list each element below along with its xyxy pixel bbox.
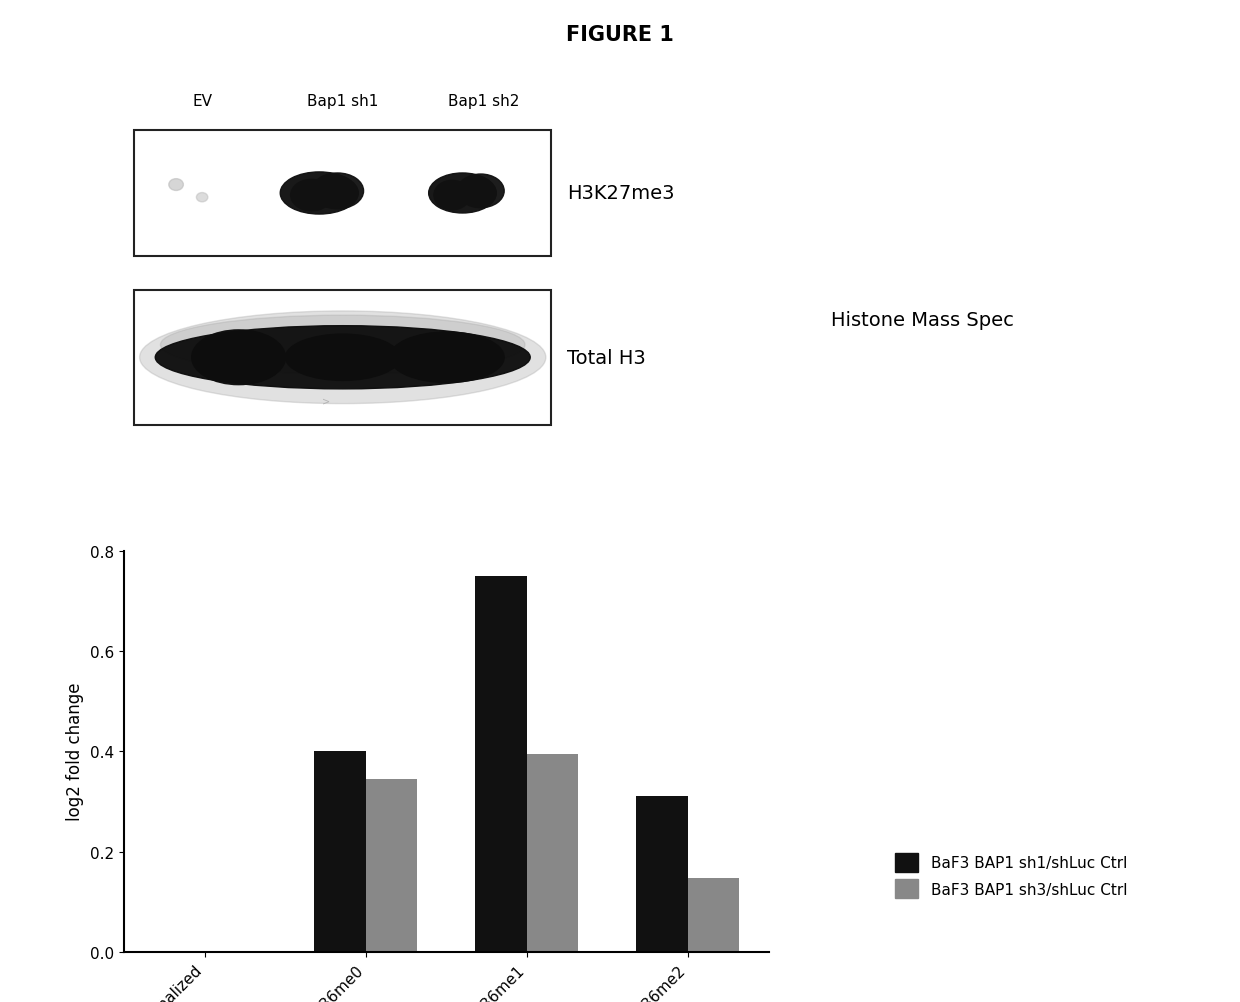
Bar	[636, 797, 688, 952]
Text: Total H3: Total H3	[567, 349, 646, 368]
Ellipse shape	[196, 193, 208, 202]
Text: EV: EV	[192, 94, 212, 108]
FancyBboxPatch shape	[134, 130, 551, 257]
Y-axis label: log2 fold change: log2 fold change	[67, 682, 84, 821]
Bar	[527, 754, 578, 952]
Text: Bap1 sh1: Bap1 sh1	[308, 94, 378, 108]
Ellipse shape	[160, 316, 525, 375]
FancyBboxPatch shape	[134, 291, 551, 425]
Bar	[688, 878, 739, 952]
Bar	[366, 780, 418, 952]
Text: Histone Mass Spec: Histone Mass Spec	[831, 312, 1013, 330]
Ellipse shape	[434, 181, 470, 210]
Ellipse shape	[280, 166, 374, 221]
Ellipse shape	[280, 172, 358, 214]
Legend: BaF3 BAP1 sh1/shLuc Ctrl, BaF3 BAP1 sh3/shLuc Ctrl: BaF3 BAP1 sh1/shLuc Ctrl, BaF3 BAP1 sh3/…	[889, 847, 1133, 904]
Ellipse shape	[429, 173, 496, 213]
Ellipse shape	[285, 335, 401, 381]
Ellipse shape	[192, 331, 285, 385]
Ellipse shape	[169, 179, 184, 191]
Bar	[315, 752, 366, 952]
Ellipse shape	[427, 168, 510, 219]
Text: FIGURE 1: FIGURE 1	[567, 25, 673, 45]
Bar	[475, 576, 527, 952]
Ellipse shape	[140, 312, 546, 404]
Text: Bap1 sh2: Bap1 sh2	[448, 94, 520, 108]
Ellipse shape	[311, 173, 363, 209]
Ellipse shape	[458, 174, 505, 208]
Text: >: >	[322, 396, 330, 406]
Ellipse shape	[290, 180, 332, 211]
Ellipse shape	[155, 327, 531, 390]
Ellipse shape	[389, 333, 505, 383]
Text: H3K27me3: H3K27me3	[567, 184, 675, 203]
